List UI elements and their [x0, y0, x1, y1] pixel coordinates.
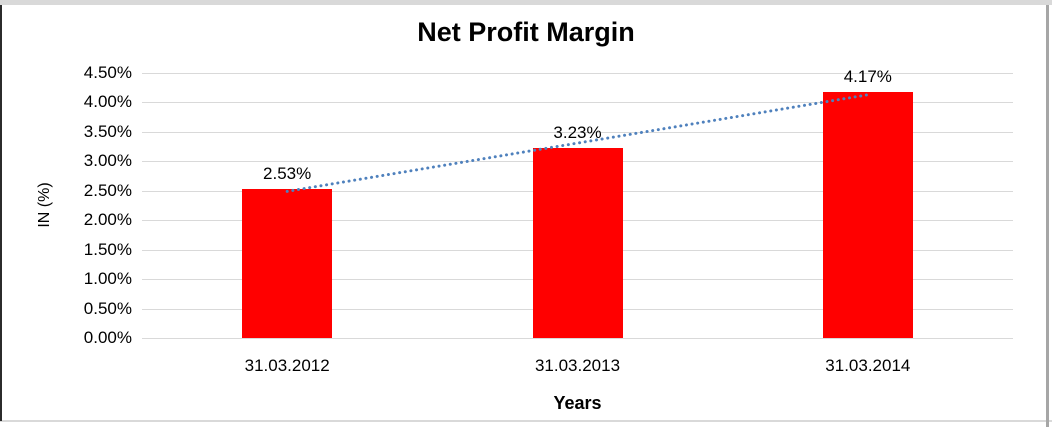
bar-31.03.2012 — [242, 189, 333, 338]
gridline — [142, 73, 1013, 74]
y-tick-label: 4.00% — [83, 92, 132, 111]
frame-border-top — [0, 0, 1052, 5]
frame-border-bottom — [0, 420, 1052, 422]
y-tick-label: 1.50% — [83, 240, 132, 259]
y-tick-label: 3.50% — [83, 122, 132, 141]
category-label: 31.03.2012 — [244, 356, 330, 375]
y-tick-label: 0.50% — [83, 299, 132, 318]
x-axis-title: Years — [553, 393, 602, 413]
data-label: 3.23% — [553, 122, 602, 142]
y-tick-label: 2.00% — [83, 210, 132, 229]
y-tick-label: 3.00% — [83, 151, 132, 170]
frame-border-right — [1046, 5, 1049, 427]
y-tick-label: 1.00% — [83, 269, 132, 288]
y-tick-label: 2.50% — [83, 181, 132, 200]
gridline — [142, 338, 1013, 339]
y-tick-label: 0.00% — [83, 328, 132, 347]
frame-border-left — [0, 5, 2, 421]
bar-31.03.2013 — [532, 147, 623, 338]
y-tick-label: 4.50% — [83, 63, 132, 82]
data-label: 4.17% — [843, 67, 892, 87]
category-label: 31.03.2013 — [534, 356, 621, 375]
data-label: 2.53% — [263, 164, 312, 183]
bar-31.03.2014 — [822, 92, 913, 338]
category-label: 31.03.2014 — [825, 356, 911, 375]
chart-title: Net Profit Margin — [417, 17, 635, 47]
